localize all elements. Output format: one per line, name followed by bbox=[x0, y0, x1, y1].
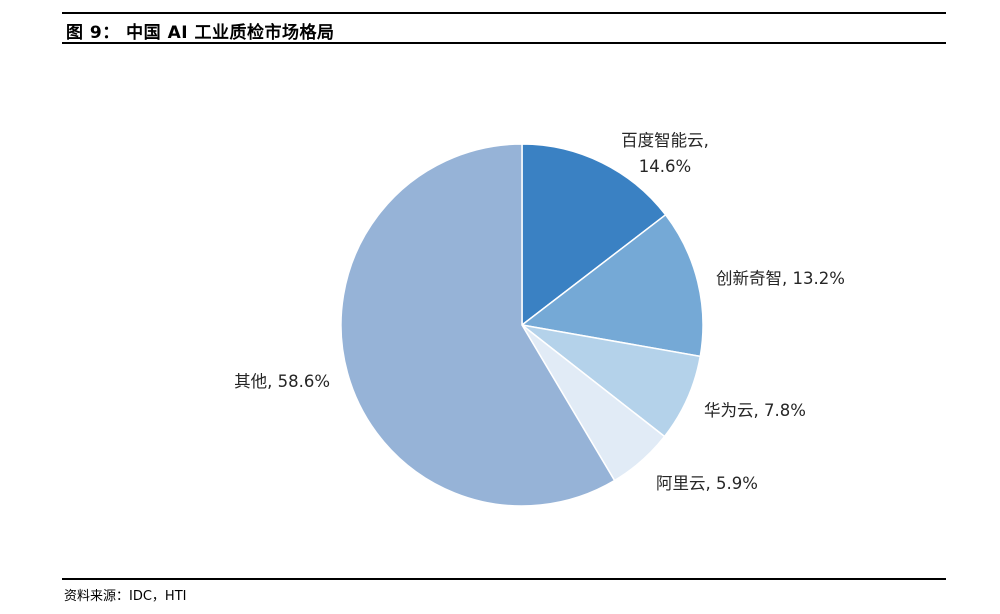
pie-slices bbox=[340, 143, 704, 507]
pie-slice-0 bbox=[521, 143, 667, 327]
slice-label-1: 创新奇智, 13.2% bbox=[716, 269, 845, 288]
slice-label-0: 百度智能云, bbox=[621, 131, 709, 150]
slice-label-3: 阿里云, 5.9% bbox=[656, 474, 758, 493]
pie-slice-4 bbox=[340, 143, 616, 507]
pie-slice-1 bbox=[520, 213, 704, 358]
footer: 资料来源：IDC，HTI bbox=[62, 578, 946, 604]
figure-title: 图 9： 中国 AI 工业质检市场格局 bbox=[66, 23, 335, 43]
source-note: 资料来源：IDC，HTI bbox=[64, 589, 187, 604]
slice-label-4: 其他, 58.6% bbox=[234, 372, 330, 391]
slice-label-value-0: 14.6% bbox=[639, 157, 691, 176]
slice-label-2: 华为云, 7.8% bbox=[704, 401, 806, 420]
title-bar: 图 9： 中国 AI 工业质检市场格局 bbox=[62, 12, 946, 44]
pie-labels: 百度智能云, 14.6% 创新奇智, 13.2% 华为云, 7.8% 阿里云, 5.9%… bbox=[234, 131, 845, 493]
